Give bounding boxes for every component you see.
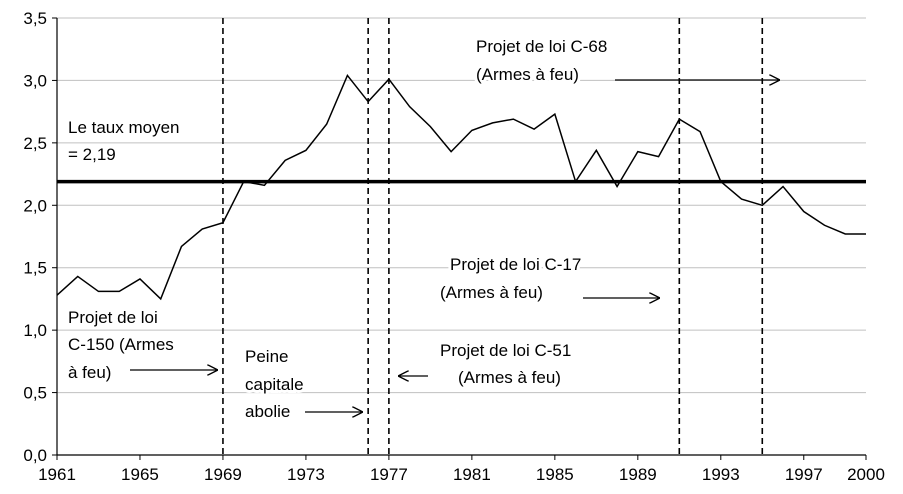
x-tick-label: 1997 (785, 465, 823, 484)
y-tick-label: 2,5 (23, 134, 47, 153)
x-tick-label: 2000 (847, 465, 885, 484)
annotation: abolie (245, 402, 290, 421)
mean-label: = 2,19 (68, 145, 116, 164)
y-tick-label: 2,0 (23, 196, 47, 215)
annotation: (Armes à feu) (440, 283, 543, 302)
annotation: C-150 (Armes (68, 335, 174, 354)
annotation: Projet de loi C-51 (440, 341, 571, 360)
y-tick-label: 3,0 (23, 71, 47, 90)
x-tick-label: 1977 (370, 465, 408, 484)
annotation: à feu) (68, 363, 111, 382)
annotation: capitale (245, 375, 304, 394)
arrows (130, 80, 780, 412)
annotation: (Armes à feu) (458, 368, 561, 387)
y-tick-label: 0,5 (23, 384, 47, 403)
x-tick-label: 1973 (287, 465, 325, 484)
y-tick-label: 1,5 (23, 259, 47, 278)
y-tick-label: 1,0 (23, 321, 47, 340)
annotation: Projet de loi (68, 308, 158, 327)
annotation: Projet de loi C-17 (450, 255, 581, 274)
x-tick-label: 1985 (536, 465, 574, 484)
events (222, 18, 764, 455)
y-tick-label: 3,5 (23, 9, 47, 28)
annotation: Projet de loi C-68 (476, 37, 607, 56)
x-tick-label: 1965 (121, 465, 159, 484)
annotations: Projet de loi C-68 (Armes à feu) Projet de… (65, 34, 610, 424)
x-tick-label: 1993 (702, 465, 740, 484)
mean-label: Le taux moyen (68, 118, 180, 137)
annotation: (Armes à feu) (476, 65, 579, 84)
x-tick-label: 1961 (38, 465, 76, 484)
y-tick-label: 0,0 (23, 446, 47, 465)
marks (56, 73, 866, 301)
data-line (56, 73, 866, 301)
annotation: Peine (245, 347, 288, 366)
x-tick-label: 1989 (619, 465, 657, 484)
x-tick-label: 1981 (453, 465, 491, 484)
x-tick-label: 1969 (204, 465, 242, 484)
